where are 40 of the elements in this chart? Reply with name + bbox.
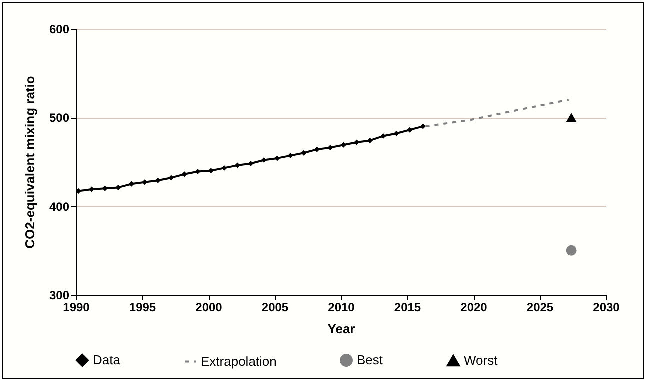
y-tick-label: 500: [49, 111, 70, 126]
x-tick-label: 2015: [394, 300, 422, 314]
point: [182, 172, 188, 178]
point: [566, 245, 577, 256]
point: [420, 124, 426, 130]
point: [301, 150, 307, 156]
point: [76, 188, 82, 194]
x-tick-label: 2005: [262, 300, 289, 314]
x-tick-label: 2025: [526, 300, 554, 314]
point: [234, 162, 240, 168]
point: [128, 181, 134, 187]
legend-label: Data: [93, 352, 122, 368]
point: [314, 146, 320, 152]
point: [222, 165, 228, 171]
x-tick-label: 1990: [63, 300, 90, 314]
point: [328, 145, 334, 151]
x-tick-label: 2010: [328, 300, 356, 314]
y-axis-title: CO2-equivalent mixing ratio: [22, 76, 38, 249]
y-tick-label: 300: [49, 288, 70, 302]
point: [288, 153, 294, 159]
x-tick-label: 2030: [593, 300, 620, 314]
x-tick-label: 2020: [460, 300, 488, 314]
point: [261, 157, 267, 163]
point: [340, 142, 346, 148]
point: [566, 113, 577, 122]
point: [380, 134, 386, 140]
legend-label: Worst: [464, 352, 498, 368]
x-tick-label: 1995: [129, 300, 156, 314]
point: [407, 127, 413, 133]
x-axis-title: Year: [328, 322, 356, 336]
x-tick-label: 2000: [196, 300, 223, 314]
point: [367, 138, 373, 144]
y-tick-label: 400: [49, 200, 70, 214]
point: [274, 156, 280, 162]
point: [394, 130, 400, 136]
y-tick-label: 600: [49, 22, 70, 36]
point: [248, 161, 254, 167]
legend-label: Best: [357, 352, 384, 368]
legend-label: Extrapolation: [201, 354, 277, 369]
point: [168, 175, 174, 181]
